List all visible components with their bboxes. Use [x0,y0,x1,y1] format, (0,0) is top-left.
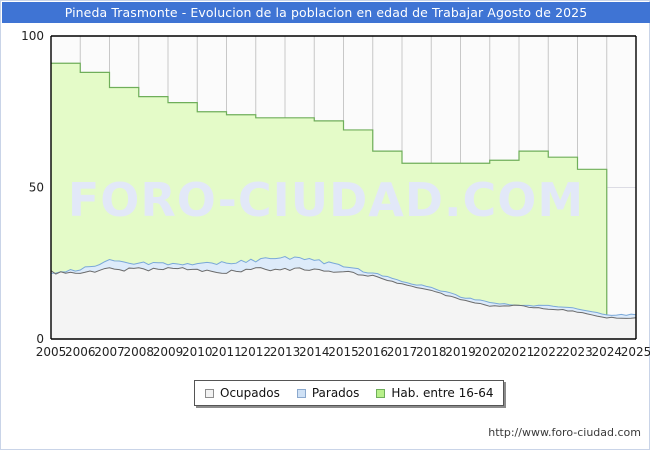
svg-text:2009: 2009 [153,345,184,359]
source-url: http://www.foro-ciudad.com [488,426,641,439]
svg-text:2019: 2019 [445,345,476,359]
svg-text:2024: 2024 [591,345,622,359]
svg-text:2008: 2008 [123,345,154,359]
svg-text:2023: 2023 [562,345,593,359]
legend-item-ocupados: Ocupados [205,386,280,400]
svg-text:2021: 2021 [504,345,535,359]
svg-text:2015: 2015 [328,345,359,359]
svg-text:2012: 2012 [240,345,271,359]
chart-svg: 0501002005200620072008200920102011201220… [21,29,650,359]
svg-text:100: 100 [21,29,44,43]
svg-text:2017: 2017 [387,345,418,359]
chart-legend: Ocupados Parados Hab. entre 16-64 [194,380,505,406]
legend-swatch-parados [296,388,306,398]
svg-text:2020: 2020 [474,345,505,359]
svg-text:2022: 2022 [533,345,564,359]
svg-text:2005: 2005 [36,345,67,359]
svg-text:2011: 2011 [211,345,242,359]
svg-text:2018: 2018 [416,345,447,359]
svg-text:50: 50 [29,181,44,195]
svg-text:0: 0 [36,332,44,346]
svg-text:2007: 2007 [94,345,125,359]
window-title: Pineda Trasmonte - Evolucion de la pobla… [2,2,650,23]
legend-item-parados: Parados [296,386,360,400]
legend-label-parados: Parados [311,386,360,400]
svg-text:2016: 2016 [357,345,388,359]
svg-text:2010: 2010 [182,345,213,359]
legend-swatch-hab [376,388,386,398]
legend-item-hab: Hab. entre 16-64 [376,386,493,400]
svg-text:2014: 2014 [299,345,330,359]
legend-label-ocupados: Ocupados [220,386,280,400]
legend-label-hab: Hab. entre 16-64 [391,386,494,400]
svg-text:2025: 2025 [621,345,650,359]
legend-swatch-ocupados [205,388,214,398]
svg-text:2006: 2006 [65,345,96,359]
plot-area: FORO-CIUDAD.COM 0 50 100 2005 2006 2007 2008 20… [1,23,650,451]
svg-text:2013: 2013 [270,345,301,359]
